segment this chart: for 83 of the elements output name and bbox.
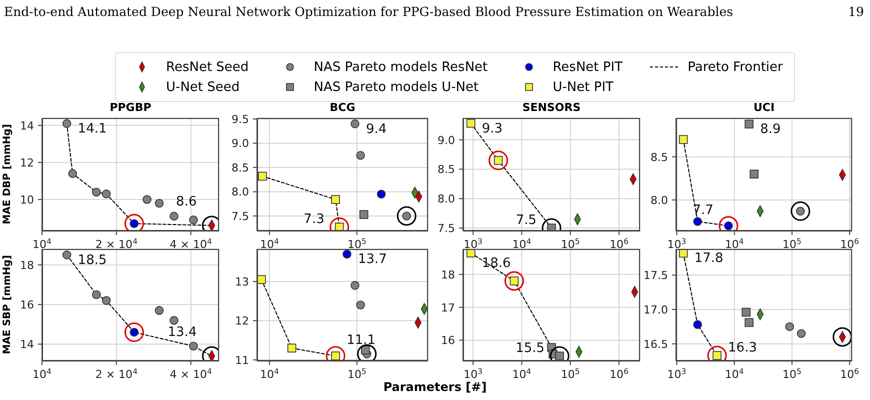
y-tick-label: 11 [235, 354, 249, 367]
chart-title: BCG [328, 101, 356, 114]
x-tick-label: 10$^{4}$ [724, 366, 744, 381]
legend-label: ResNet Seed [166, 60, 249, 74]
chart-title: SENSORS [521, 101, 582, 114]
x-tick-label: 2 × 10$^{4}$ [95, 236, 138, 251]
x-axis-title: Parameters [#] [382, 380, 488, 394]
legend-label: NAS Pareto models U-Net [314, 80, 479, 94]
y-tick-label: 7.5 [438, 222, 455, 236]
legend-label: NAS Pareto models ResNet [314, 60, 488, 74]
y-tick-label: 8.5 [232, 161, 249, 174]
x-tick-label: 10$^{4}$ [32, 366, 52, 381]
x-tick-label: 10$^{5}$ [782, 366, 802, 381]
x-tick-label: 10$^{6}$ [610, 236, 629, 251]
legend-label: U-Net Seed [166, 80, 240, 94]
y-tick-label: 16 [441, 334, 455, 348]
y-tick-label: 16.5 [644, 338, 668, 351]
x-tick-label: 10$^{3}$ [667, 366, 686, 381]
y-tick-label: 12 [20, 156, 34, 170]
y-tick-label: 10 [20, 194, 34, 207]
x-tick-label: 10$^{5}$ [347, 366, 366, 381]
y-tick-label: 16 [20, 298, 34, 312]
x-tick-label: 10$^{3}$ [464, 366, 483, 381]
x-tick-label: 10$^{4}$ [260, 366, 280, 381]
chart-title: UCI [752, 101, 776, 114]
x-tick-label: 10$^{4}$ [512, 366, 532, 381]
y-axis-title: MAE SBP [mmHg] [2, 255, 12, 355]
x-tick-label: 4 × 10$^{4}$ [170, 236, 212, 251]
y-tick-label: 8.5 [438, 163, 455, 176]
annotation: 14.1 [78, 122, 107, 137]
x-tick-label: 10$^{5}$ [560, 236, 580, 251]
x-tick-label: 10$^{3}$ [667, 236, 686, 251]
x-tick-label: 10$^{6}$ [610, 366, 629, 381]
y-tick-label: 8.0 [650, 194, 668, 207]
y-tick-label: 7.5 [232, 210, 249, 223]
annotation: 9.4 [366, 122, 387, 137]
y-tick-label: 14 [20, 338, 34, 352]
annotation: 16.3 [728, 340, 757, 356]
x-tick-label: 10$^{5}$ [782, 236, 802, 251]
annotation: 13.7 [358, 252, 387, 268]
annotation: 13.4 [168, 325, 197, 340]
y-tick-label: 18 [20, 258, 34, 272]
annotation: 7.3 [304, 212, 324, 228]
x-tick-label: 4 × 10$^{4}$ [170, 366, 212, 381]
x-tick-label: 10$^{5}$ [560, 366, 580, 381]
annotation: 8.9 [760, 122, 781, 138]
legend-label: Pareto Frontier [688, 60, 783, 74]
x-tick-label: 10$^{4}$ [32, 236, 52, 251]
x-tick-label: 10$^{5}$ [347, 236, 366, 251]
chart-title: PPGBP [108, 101, 152, 114]
annotation: 9.3 [482, 121, 503, 136]
y-tick-label: 9.0 [438, 134, 455, 147]
y-tick-label: 8.0 [232, 186, 249, 199]
text: 19 [848, 4, 864, 19]
legend-label: U-Net PIT [552, 80, 614, 94]
x-tick-label: 10$^{4}$ [724, 236, 744, 251]
y-tick-label: 17.5 [644, 269, 668, 282]
x-tick-label: 10$^{6}$ [840, 236, 860, 251]
y-tick-label: 17 [441, 301, 455, 314]
annotation: 7.7 [692, 202, 714, 218]
x-tick-label: 10$^{6}$ [840, 366, 860, 381]
x-tick-label: 2 × 10$^{4}$ [95, 366, 138, 381]
legend-label: ResNet PIT [552, 60, 623, 74]
y-tick-label: 17.0 [644, 303, 668, 316]
y-tick-label: 18 [441, 268, 455, 282]
annotation: 18.5 [78, 252, 107, 268]
y-axis-title: MAE DBP [mmHg] [2, 124, 12, 225]
annotation: 15.5 [516, 341, 545, 356]
x-tick-label: 10$^{4}$ [260, 236, 280, 251]
y-tick-label: 12 [235, 314, 249, 328]
text: End-to-end Automated Deep Neural Network Optimization for PPG-based Blood Pressure Estimation on Wearables [4, 4, 734, 19]
y-tick-label: 14 [20, 119, 34, 132]
y-tick-label: 9.5 [232, 112, 249, 126]
x-tick-label: 10$^{4}$ [512, 236, 532, 251]
y-tick-label: 9.0 [232, 137, 249, 150]
y-tick-label: 13 [235, 276, 249, 289]
annotation: 7.5 [516, 213, 537, 228]
y-tick-label: 8.5 [650, 150, 668, 164]
annotation: 11.1 [346, 332, 376, 348]
y-tick-label: 8.0 [438, 192, 455, 206]
annotation: 8.6 [176, 194, 197, 210]
x-tick-label: 10$^{3}$ [464, 236, 483, 251]
annotation: 17.8 [694, 251, 724, 266]
